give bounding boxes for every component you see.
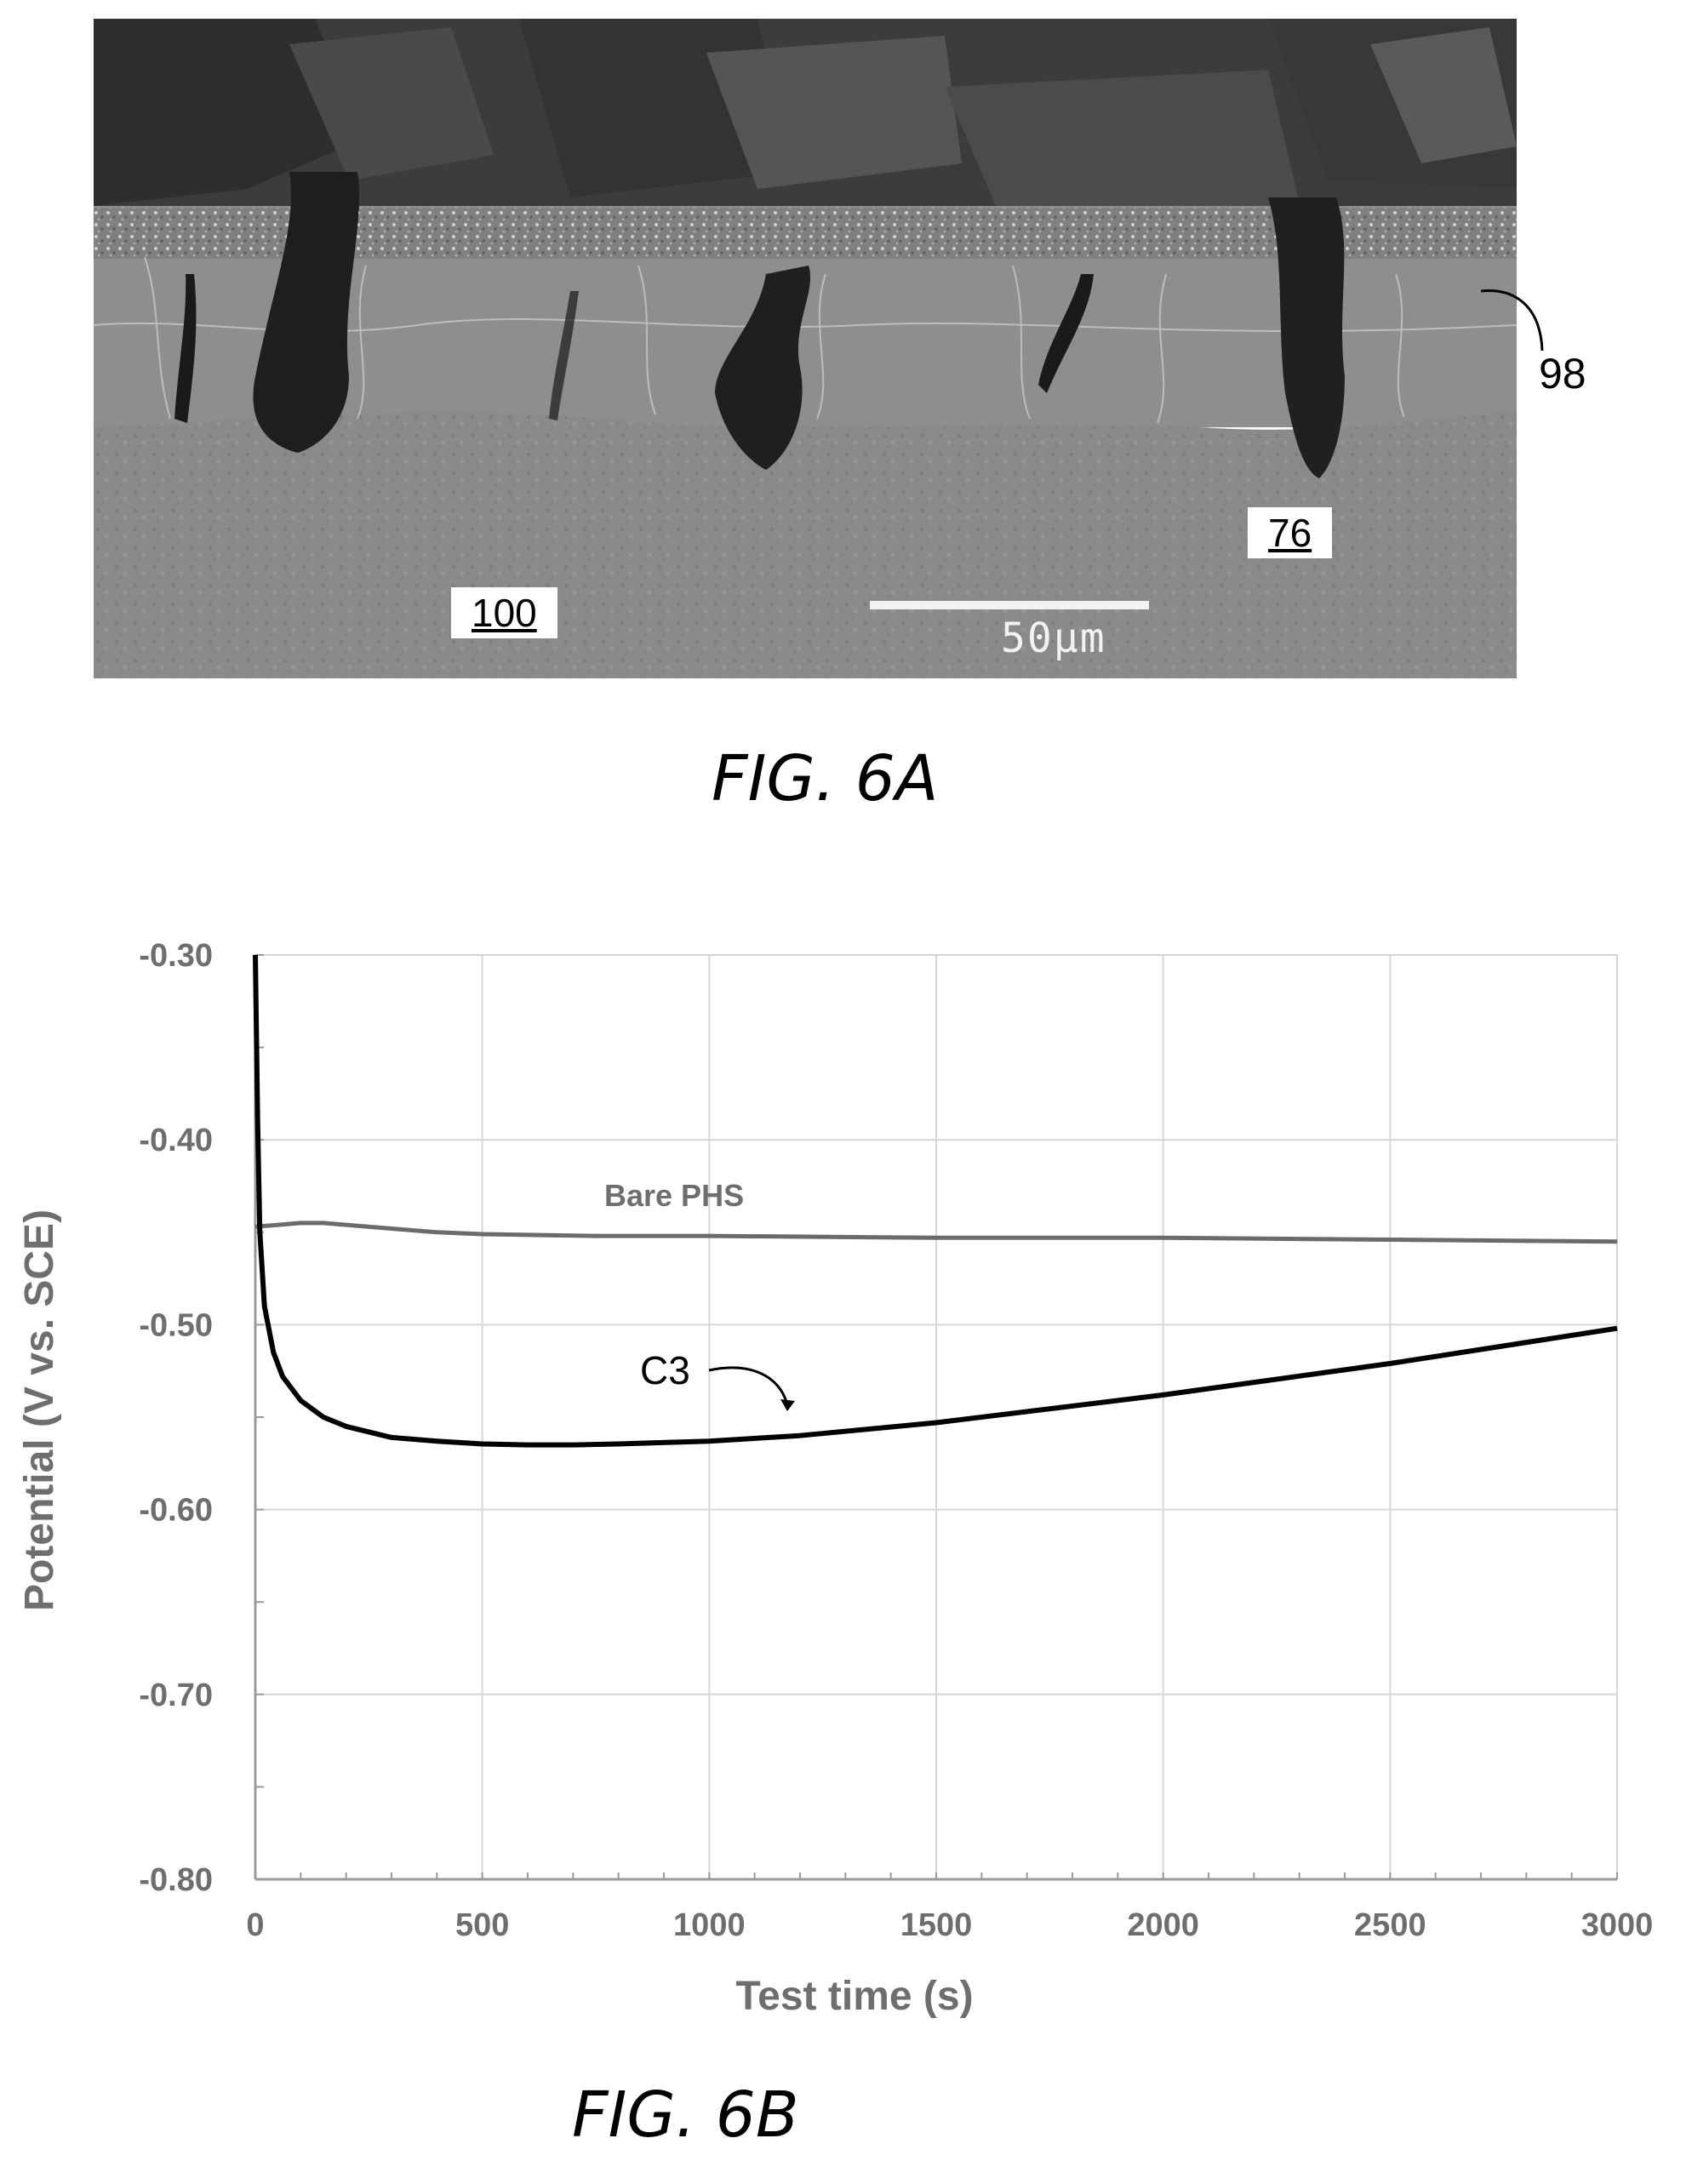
- potential-chart: -0.30 -0.40 -0.50 -0.60 -0.70 -0.80 0 500 1000 1…: [17, 938, 1653, 2019]
- reference-label-98: 98: [1539, 350, 1586, 397]
- reference-label-76: 76: [1248, 507, 1333, 558]
- x-axis-title: Test time (s): [735, 1974, 973, 2019]
- sem-micrograph: [94, 19, 1517, 678]
- x-tick-label: 2000: [1127, 1907, 1199, 1943]
- series-line-bare-phs: [254, 1221, 1618, 1244]
- chart-series: [253, 954, 1618, 1448]
- x-tick-label: 3000: [1581, 1907, 1654, 1943]
- y-tick-label: -0.80: [139, 1862, 213, 1898]
- leader-line-98: [1481, 289, 1544, 352]
- x-tick-label: 1500: [900, 1907, 973, 1943]
- figure-caption-6b: FIG. 6B: [572, 2078, 799, 2152]
- x-tick-label: 500: [455, 1907, 509, 1943]
- y-tick-label: -0.40: [139, 1123, 213, 1158]
- series-label-bare-phs: Bare PHS: [604, 1178, 744, 1213]
- figure-caption-6a: FIG. 6A: [712, 742, 939, 815]
- series-label-c3: C3: [640, 1348, 690, 1392]
- series-line-c3: [253, 954, 1618, 1448]
- x-axis-ticks: 0 500 1000 1500 2000 2500 3000: [246, 1907, 1653, 1943]
- scale-bar-label: 50μm: [1001, 615, 1106, 662]
- y-tick-label: -0.60: [139, 1493, 213, 1529]
- x-tick-label: 2500: [1354, 1907, 1426, 1943]
- c3-annotation-arrow: [708, 1366, 789, 1405]
- x-tick-label: 0: [246, 1907, 264, 1943]
- c3-arrow-head: [780, 1399, 795, 1411]
- y-tick-label: -0.50: [139, 1307, 213, 1343]
- reference-label-100: 100: [451, 587, 557, 638]
- x-tick-label: 1000: [673, 1907, 746, 1943]
- y-axis-title: Potential (V vs. SCE): [17, 1209, 62, 1611]
- y-tick-label: -0.70: [139, 1678, 213, 1713]
- y-tick-label: -0.30: [139, 938, 213, 974]
- y-axis-ticks: -0.30 -0.40 -0.50 -0.60 -0.70 -0.80: [139, 938, 213, 1898]
- chart-grid: [255, 954, 1618, 1879]
